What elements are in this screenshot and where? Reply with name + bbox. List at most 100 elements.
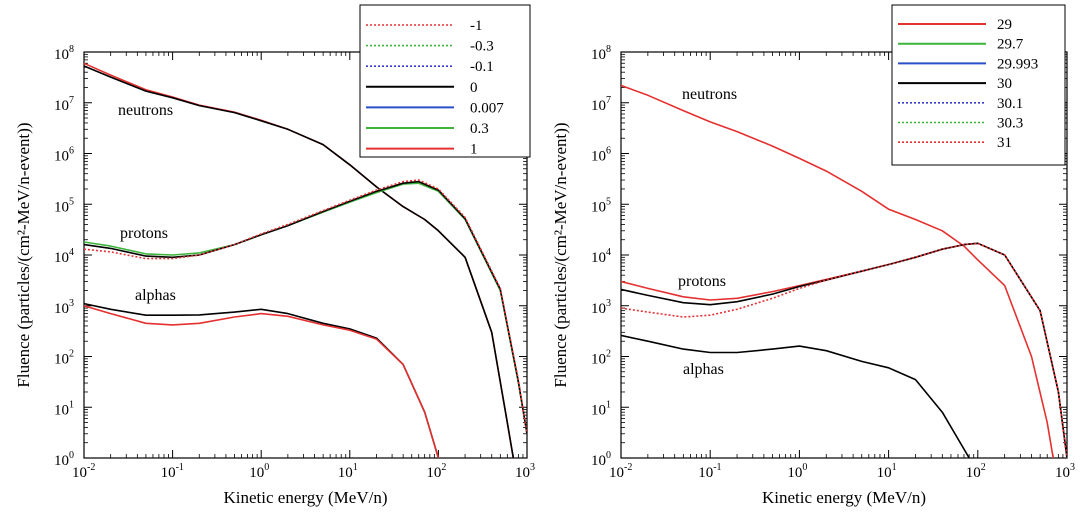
- tick-exponent: 3: [69, 298, 74, 309]
- tick-exponent: 7: [606, 95, 611, 106]
- series-line-protons-0: [84, 180, 527, 434]
- legend-label: -0.3: [470, 39, 494, 55]
- annotation-alphas: alphas: [683, 361, 724, 378]
- y-tick-label: 102: [54, 349, 74, 368]
- tick-base: 10: [515, 465, 530, 481]
- annotation-protons: protons: [678, 273, 726, 290]
- series-group: [84, 62, 527, 458]
- x-tick-label: 101: [877, 462, 897, 481]
- tick-exponent: -1: [713, 462, 721, 473]
- tick-exponent: 1: [69, 399, 74, 410]
- tick-base: 10: [591, 149, 606, 165]
- legend: -1 -0.3 -0.1 0 0.007 0.3 1: [359, 4, 531, 158]
- legend-label: 1: [470, 142, 478, 158]
- tick-exponent: 0: [802, 462, 807, 473]
- legend-label: 31: [997, 135, 1012, 151]
- legend-label: 29.993: [997, 56, 1038, 72]
- tick-base: 10: [698, 465, 713, 481]
- y-tick-label: 107: [54, 95, 74, 114]
- chart-panel-2: 10-2 10-1 100 101 102 10310010110210310410510…: [551, 4, 1075, 507]
- series-line-neutrons-29: [621, 84, 1054, 458]
- tick-base: 10: [161, 465, 176, 481]
- tick-exponent: 4: [606, 247, 611, 258]
- y-tick-label: 106: [54, 146, 74, 165]
- annotation-alphas: alphas: [135, 287, 176, 304]
- y-tick-label: 104: [591, 247, 611, 266]
- tick-base: 10: [591, 250, 606, 266]
- tick-base: 10: [54, 98, 69, 114]
- tick-exponent: 3: [606, 298, 611, 309]
- tick-exponent: 1: [892, 462, 897, 473]
- tick-exponent: 5: [69, 196, 74, 207]
- y-axis-title: Fluence (particles/(cm²-MeV/n-event)): [14, 122, 33, 387]
- tick-exponent: 3: [530, 462, 535, 473]
- legend-box: [359, 4, 531, 158]
- y-tick-label: 103: [54, 298, 74, 317]
- legend-label: 30: [997, 76, 1012, 92]
- tick-base: 10: [591, 47, 606, 63]
- x-tick-label: 10-1: [161, 462, 184, 481]
- tick-base: 10: [249, 465, 264, 481]
- tick-exponent: 8: [606, 44, 611, 55]
- tick-exponent: -2: [87, 462, 95, 473]
- x-axis-title: Kinetic energy (MeV/n): [762, 488, 926, 507]
- chart-panel-1: 10-2 10-1 100 101 102 10310010110210310410510…: [14, 4, 535, 507]
- tick-base: 10: [338, 465, 353, 481]
- x-tick-label: 102: [426, 462, 446, 481]
- tick-exponent: 2: [441, 462, 446, 473]
- tick-base: 10: [1055, 465, 1070, 481]
- legend-label: 30.1: [997, 96, 1023, 112]
- tick-exponent: 1: [606, 399, 611, 410]
- series-line-protons--1: [84, 179, 527, 434]
- tick-exponent: 0: [69, 450, 74, 461]
- legend-label: 0.3: [470, 121, 489, 137]
- tick-exponent: 6: [69, 146, 74, 157]
- tick-base: 10: [591, 199, 606, 215]
- tick-base: 10: [54, 402, 69, 418]
- tick-exponent: 5: [606, 196, 611, 207]
- y-tick-label: 108: [54, 44, 74, 63]
- tick-exponent: -2: [624, 462, 632, 473]
- y-tick-label: 100: [591, 450, 611, 469]
- tick-base: 10: [787, 465, 802, 481]
- legend: 29 29.7 29.993 30 30.1 30.3 31: [891, 4, 1066, 166]
- tick-base: 10: [966, 465, 981, 481]
- tick-exponent: 6: [606, 146, 611, 157]
- series-line-protons-0.3: [84, 182, 527, 434]
- x-tick-label: 10-2: [609, 462, 632, 481]
- tick-exponent: 4: [69, 247, 74, 258]
- tick-base: 10: [426, 465, 441, 481]
- series-line-alphas-0: [84, 302, 440, 458]
- tick-exponent: 7: [69, 95, 74, 106]
- tick-base: 10: [54, 301, 69, 317]
- legend-box: [891, 4, 1066, 166]
- tick-exponent: 0: [264, 462, 269, 473]
- tick-base: 10: [591, 402, 606, 418]
- x-tick-label: 102: [966, 462, 986, 481]
- x-tick-label: 103: [1055, 462, 1075, 481]
- tick-base: 10: [591, 352, 606, 368]
- tick-base: 10: [54, 250, 69, 266]
- y-axis-title: Fluence (particles/(cm²-MeV/n-event)): [551, 122, 570, 387]
- tick-exponent: 2: [981, 462, 986, 473]
- series-line-neutrons-0: [84, 65, 515, 458]
- tick-base: 10: [54, 199, 69, 215]
- tick-exponent: 2: [606, 349, 611, 360]
- x-tick-label: 101: [338, 462, 358, 481]
- y-tick-label: 108: [591, 44, 611, 63]
- legend-label: -1: [470, 18, 483, 34]
- tick-base: 10: [591, 98, 606, 114]
- tick-base: 10: [591, 301, 606, 317]
- y-tick-label: 107: [591, 95, 611, 114]
- tick-base: 10: [54, 47, 69, 63]
- y-tick-label: 105: [591, 196, 611, 215]
- tick-base: 10: [591, 453, 606, 469]
- x-tick-label: 10-1: [698, 462, 721, 481]
- y-tick-label: 106: [591, 146, 611, 165]
- x-tick-label: 10-2: [72, 462, 95, 481]
- tick-exponent: 2: [69, 349, 74, 360]
- tick-exponent: 0: [606, 450, 611, 461]
- y-tick-label: 104: [54, 247, 74, 266]
- x-tick-label: 103: [515, 462, 535, 481]
- tick-exponent: -1: [176, 462, 184, 473]
